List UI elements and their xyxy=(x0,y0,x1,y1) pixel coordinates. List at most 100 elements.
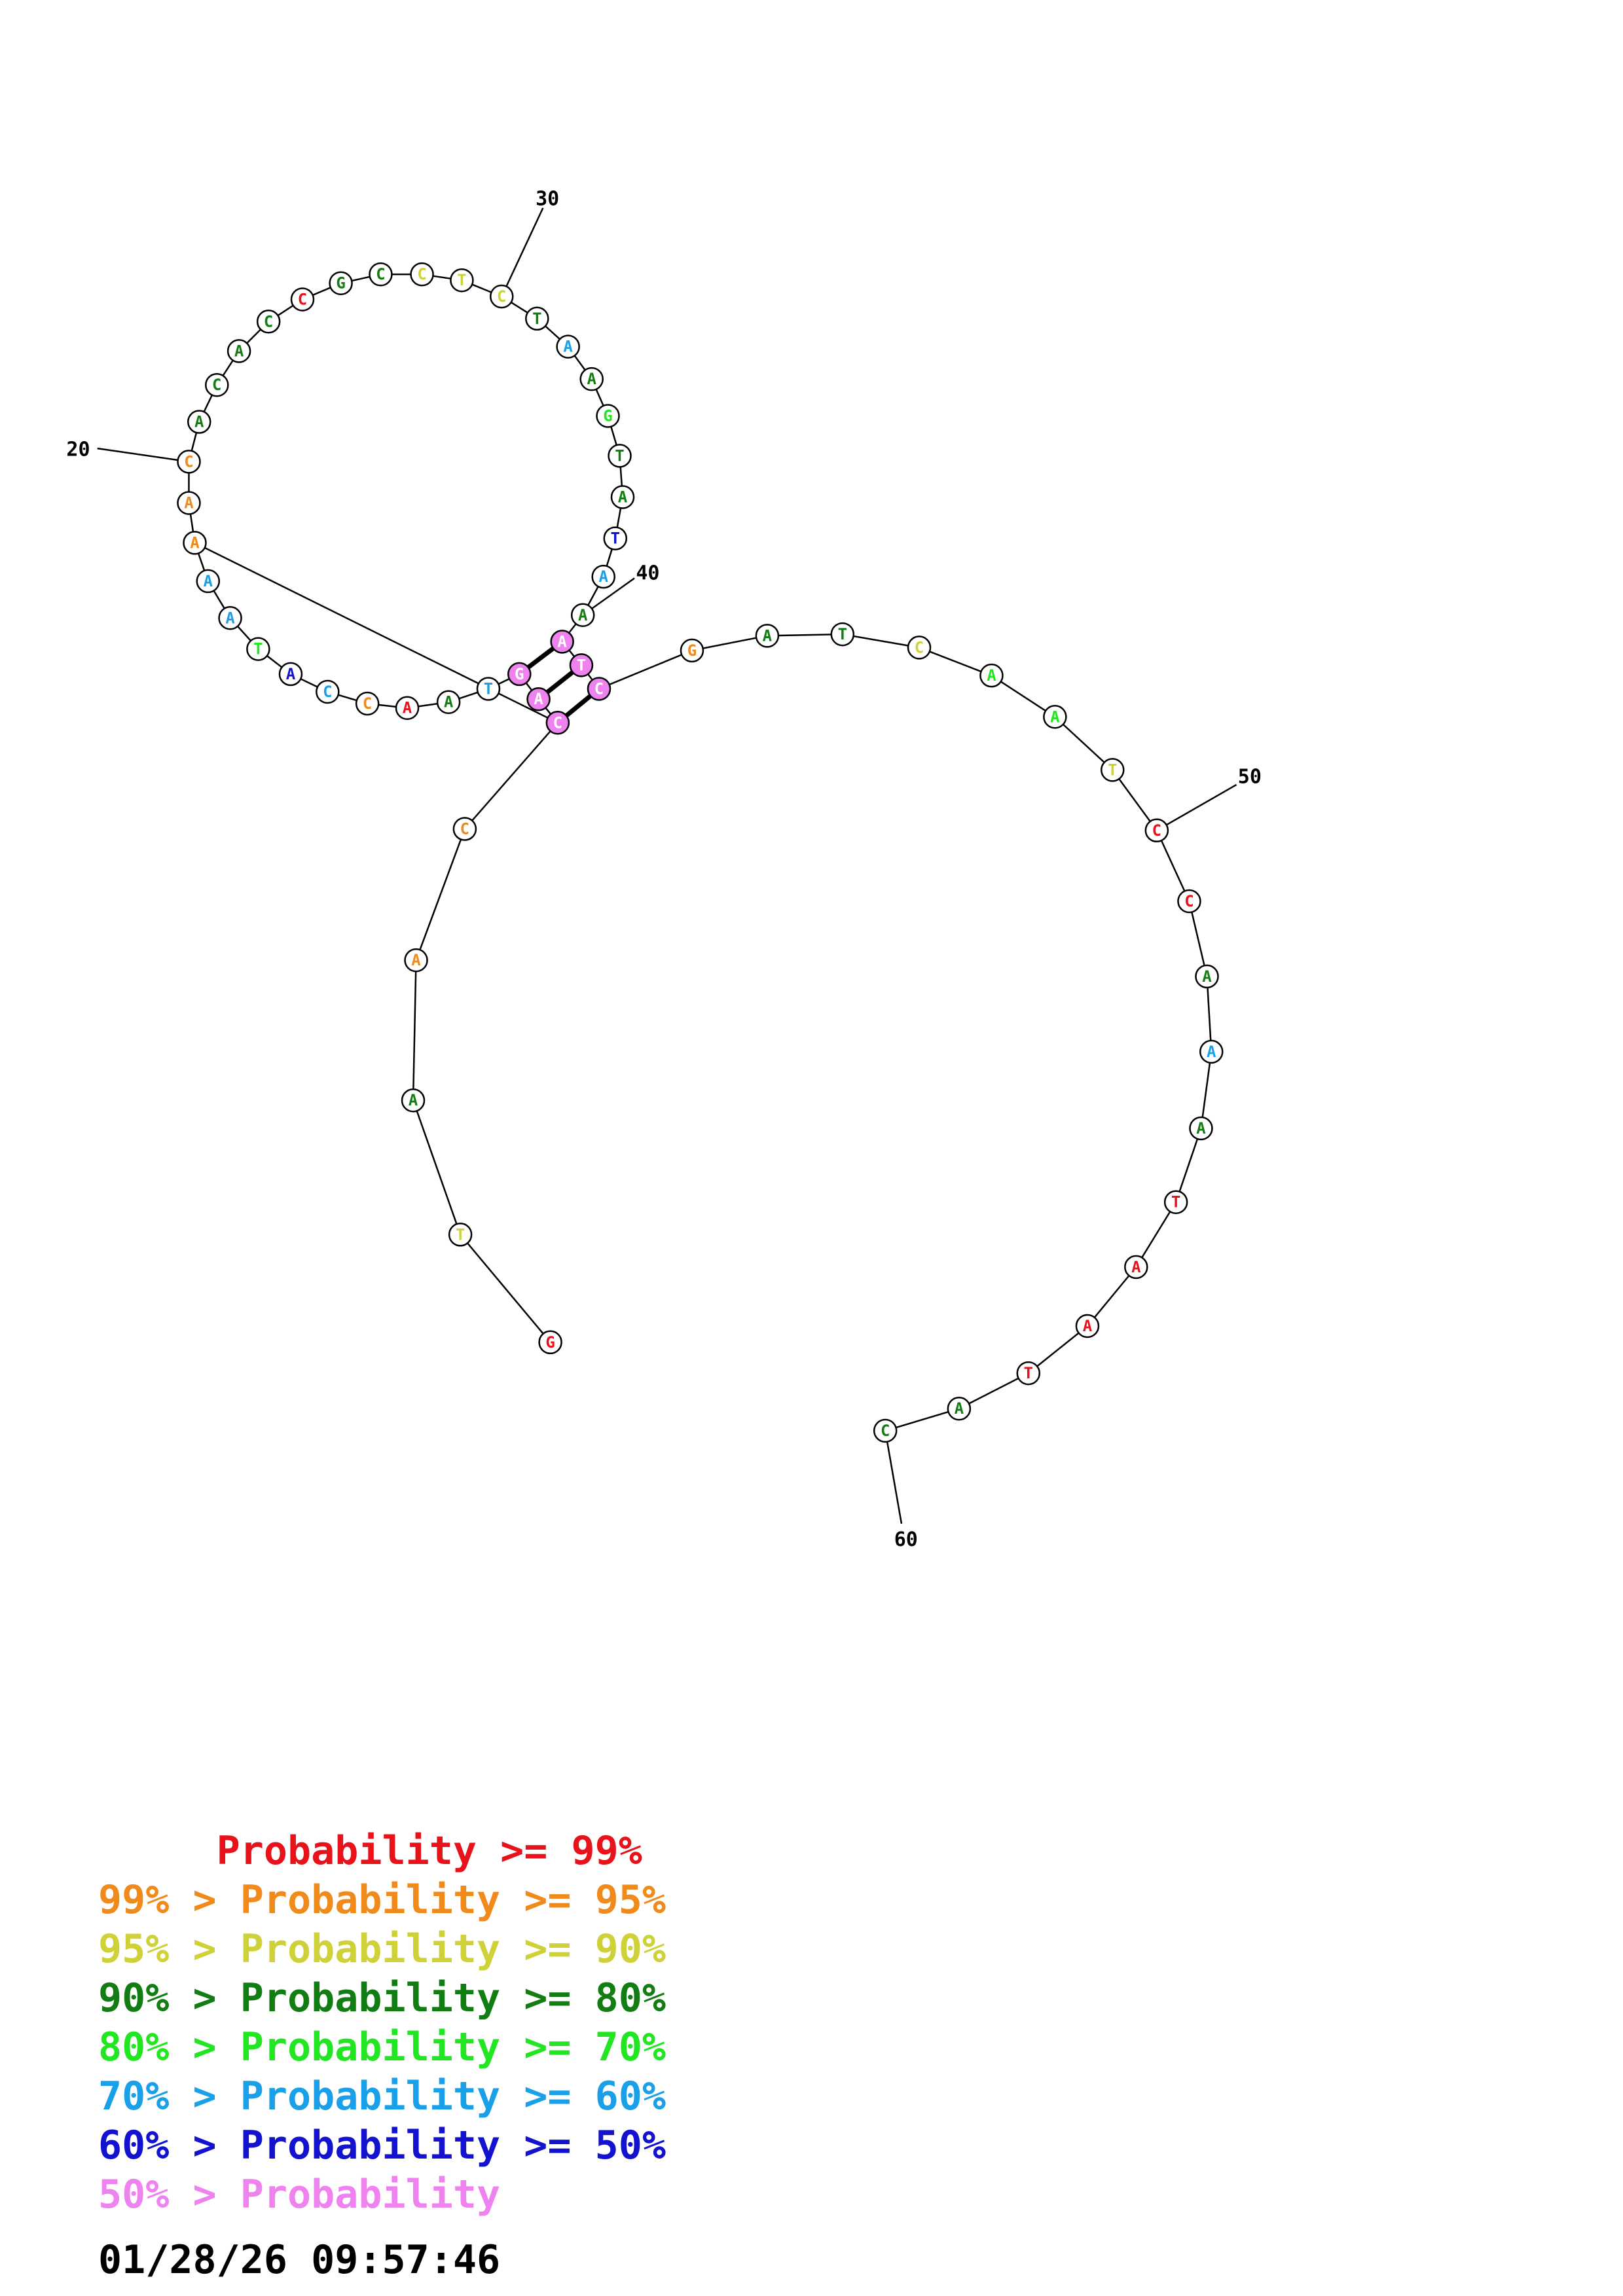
nucleotide: A xyxy=(401,1088,426,1113)
nucleotide-circle xyxy=(1163,1190,1188,1214)
nucleotide-letter: A xyxy=(194,413,204,431)
nucleotide-letter: G xyxy=(603,407,612,425)
backbone-segment xyxy=(1135,1202,1177,1268)
nucleotide-letter: A xyxy=(409,1091,418,1109)
nucleotide-letter: A xyxy=(1050,708,1060,726)
nucleotide-letter: C xyxy=(1152,821,1161,840)
nucleotide: A xyxy=(947,1396,972,1421)
nucleotide-circle xyxy=(227,339,251,363)
nucleotide: A xyxy=(1043,705,1067,729)
nucleotide-circle xyxy=(556,334,580,359)
nucleotide-letter: C xyxy=(264,312,273,331)
nucleotide-letter: C xyxy=(594,679,604,698)
backbone-segment xyxy=(415,829,466,961)
nucleotide: C xyxy=(290,287,315,312)
nucleotide-letter: A xyxy=(411,951,421,969)
nucleotide-circle xyxy=(436,690,461,714)
nucleotide-letter: T xyxy=(1024,1364,1033,1382)
nucleotide-letter: C xyxy=(376,265,385,283)
nucleotide: A xyxy=(404,948,428,973)
nucleotide-circle xyxy=(610,485,635,509)
nucleotide-letter: C xyxy=(1184,892,1194,910)
nucleotide-circle xyxy=(187,410,211,434)
nucleotide-circle xyxy=(489,284,514,309)
nucleotide-letter: T xyxy=(838,625,847,643)
nucleotide: T xyxy=(1016,1361,1041,1386)
backbone-segment xyxy=(691,635,768,652)
nucleotide-letter: A xyxy=(578,606,588,624)
backbone-segment xyxy=(1206,976,1213,1052)
nucleotide-letter: A xyxy=(1131,1258,1141,1276)
nucleotide-letter: A xyxy=(557,632,567,651)
nucleotide: A xyxy=(183,531,207,555)
nucleotide-letter: A xyxy=(599,567,609,586)
nucleotide-circle xyxy=(550,630,574,654)
nucleotide-circle xyxy=(538,1330,562,1355)
position-label: 40 xyxy=(636,562,659,585)
nucleotide-circle xyxy=(410,262,434,287)
nucleotide-letter: A xyxy=(563,338,573,356)
nucleotide-letter: C xyxy=(881,1422,890,1440)
backbone-segment xyxy=(958,1372,1029,1410)
position-tick xyxy=(1156,783,1237,831)
nucleotide: A xyxy=(979,663,1004,688)
nucleotide-circle xyxy=(290,287,315,312)
nucleotide-circle xyxy=(1144,818,1169,843)
nucleotide: T xyxy=(608,444,632,468)
nucleotide: G xyxy=(507,662,532,687)
nucleotide: C xyxy=(177,450,201,474)
nucleotide-letter: A xyxy=(403,699,412,717)
nucleotide-letter: A xyxy=(234,342,244,360)
nucleotide: A xyxy=(218,606,242,630)
backbone-segment xyxy=(1054,716,1114,771)
base-pair-bonds xyxy=(518,639,601,725)
nucleotide-letter: A xyxy=(286,665,296,683)
nucleotide: C xyxy=(1144,818,1169,843)
nucleotide: A xyxy=(556,334,580,359)
nucleotide-circle xyxy=(579,367,604,391)
nucleotide-circle xyxy=(401,1088,426,1113)
backbone-segment xyxy=(1175,1128,1202,1203)
nucleotide-circle xyxy=(1016,1361,1041,1386)
nucleotide: G xyxy=(538,1330,562,1355)
nucleotide-letter: T xyxy=(457,271,466,289)
nucleotide-circle xyxy=(355,691,380,716)
nucleotide: T xyxy=(476,677,501,701)
nucleotide-circle xyxy=(545,711,570,735)
nucleotide-circle xyxy=(680,638,704,663)
nucleotide: C xyxy=(410,262,434,287)
backbone-segment xyxy=(412,1100,462,1235)
nucleotide-circle xyxy=(177,450,201,474)
backbone-segment xyxy=(991,675,1056,718)
nucleotide-letter: A xyxy=(444,693,454,711)
nucleotide-circle xyxy=(395,696,420,720)
nucleotide-circle xyxy=(196,569,221,594)
nucleotide-letter: T xyxy=(611,529,620,548)
backbone-segment xyxy=(412,960,417,1101)
nucleotide: C xyxy=(907,636,932,660)
nucleotide-letter: T xyxy=(577,656,586,674)
nucleotide-circle xyxy=(603,526,628,550)
nucleotide: T xyxy=(525,306,549,331)
nucleotide-circle xyxy=(873,1418,898,1443)
position-tick xyxy=(884,1430,903,1524)
nucleotide: A xyxy=(570,603,595,628)
nucleotide: T xyxy=(603,526,628,550)
nucleotide-letter: C xyxy=(460,820,469,838)
nucleotide-circle xyxy=(183,531,207,555)
nucleotide: T xyxy=(450,268,474,293)
position-label: 60 xyxy=(894,1528,918,1551)
position-label: 30 xyxy=(536,187,559,210)
timestamp: 01/28/26 09:57:46 xyxy=(98,2237,501,2283)
legend-line-lt50: 50% > Probability xyxy=(98,2172,501,2217)
nucleotide-letter: A xyxy=(618,488,628,506)
nucleotide: T xyxy=(1100,758,1125,782)
nucleotide-circle xyxy=(570,603,595,628)
nucleotide-letter: C xyxy=(497,287,506,306)
nucleotide: A xyxy=(579,367,604,391)
nucleotide-letter: A xyxy=(763,626,773,645)
nucleotide: A xyxy=(591,564,615,589)
backbone-segment xyxy=(767,633,843,637)
nucleotide: T xyxy=(1163,1190,1188,1214)
